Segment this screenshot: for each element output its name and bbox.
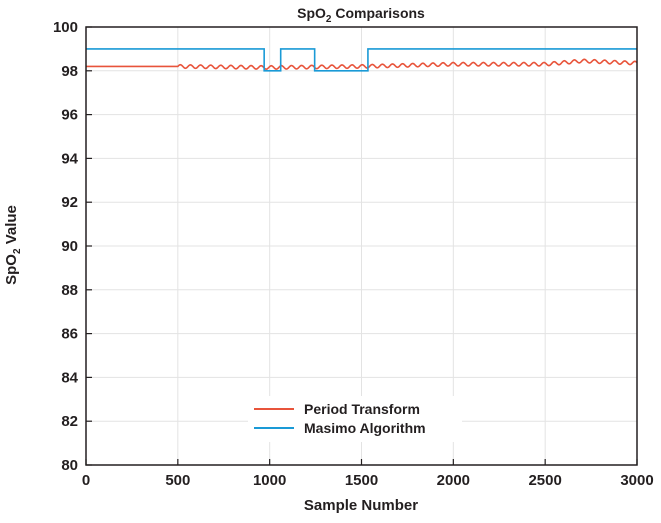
chart-title: SpO2 Comparisons bbox=[297, 5, 425, 25]
x-tick-label: 2500 bbox=[528, 472, 561, 489]
x-tick-label: 500 bbox=[165, 472, 190, 489]
y-axis-title: SpO2 Value bbox=[3, 205, 23, 285]
ticks: 0 500 1000 1500 2000 2500 3000 80 82 84 86 88 90 92 94… bbox=[53, 19, 654, 489]
legend-label-masimo-algorithm: Masimo Algorithm bbox=[304, 420, 426, 436]
x-tick-label: 1500 bbox=[345, 472, 378, 489]
y-tick-label: 84 bbox=[61, 369, 78, 386]
y-tick-label: 82 bbox=[61, 413, 78, 430]
y-tick-label: 96 bbox=[61, 107, 78, 124]
y-tick-label: 100 bbox=[53, 19, 78, 36]
y-tick-label: 86 bbox=[61, 326, 78, 343]
series-layer bbox=[86, 48, 638, 72]
x-tick-label: 3000 bbox=[620, 472, 653, 489]
legend: Period Transform Masimo Algorithm bbox=[248, 396, 462, 442]
x-tick-label: 0 bbox=[82, 472, 90, 489]
x-tick-label: 2000 bbox=[437, 472, 470, 489]
series-line-masimo-algorithm bbox=[86, 48, 637, 72]
y-tick-label: 88 bbox=[61, 282, 78, 299]
y-tick-label: 90 bbox=[61, 238, 78, 255]
y-tick-label: 94 bbox=[61, 150, 78, 167]
legend-background bbox=[248, 396, 462, 442]
y-tick-label: 98 bbox=[61, 63, 78, 80]
y-tick-label: 80 bbox=[61, 457, 78, 474]
series-line-period-transform bbox=[86, 58, 638, 71]
legend-label-period-transform: Period Transform bbox=[304, 401, 420, 417]
y-tick-label: 92 bbox=[61, 194, 78, 211]
x-axis-title: Sample Number bbox=[304, 497, 418, 514]
x-tick-label: 1000 bbox=[253, 472, 286, 489]
